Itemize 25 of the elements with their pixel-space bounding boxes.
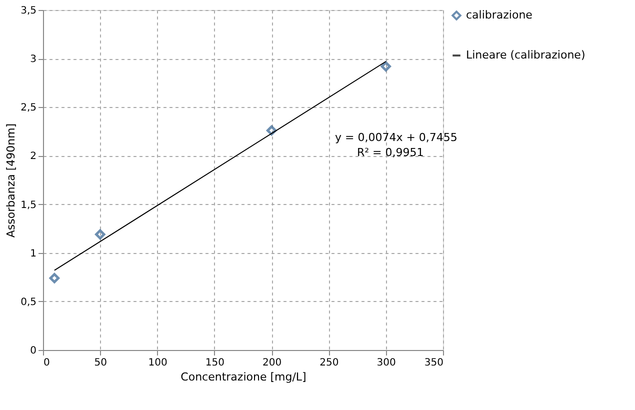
y-axis-title: Assorbanza [490nm] bbox=[4, 123, 18, 238]
x-tick-label: 200 bbox=[262, 358, 282, 368]
y-tick-label: 0 bbox=[30, 346, 36, 356]
y-tick-label: 1,5 bbox=[20, 200, 36, 211]
y-tick-label: 3 bbox=[30, 54, 36, 66]
y-tick-label: 2 bbox=[30, 151, 36, 162]
y-tick-label: 1 bbox=[30, 248, 36, 260]
x-axis-title: Concentrazione [mg/L] bbox=[180, 370, 306, 384]
y-tick-label: 3,5 bbox=[20, 6, 36, 16]
y-tick-label: 0,5 bbox=[20, 296, 36, 308]
x-tick-label: 350 bbox=[424, 358, 444, 368]
x-tick-label: 50 bbox=[94, 358, 108, 368]
annotation: R² = 0,9951 bbox=[357, 146, 424, 159]
x-tick-label: 100 bbox=[148, 358, 168, 368]
x-tick-label: 150 bbox=[205, 358, 224, 368]
legend-label: Lineare (calibrazione) bbox=[466, 48, 586, 62]
y-tick-label: 2,5 bbox=[20, 102, 36, 114]
point bbox=[49, 272, 60, 284]
x-tick-label: 0 bbox=[44, 358, 50, 368]
x-tick-label: 250 bbox=[320, 358, 339, 368]
x-tick-label: 300 bbox=[376, 358, 396, 368]
point bbox=[380, 61, 391, 72]
annotation: y = 0,0074x + 0,7455 bbox=[335, 131, 458, 144]
point bbox=[95, 229, 106, 240]
legend-label: calibrazione bbox=[466, 8, 533, 22]
